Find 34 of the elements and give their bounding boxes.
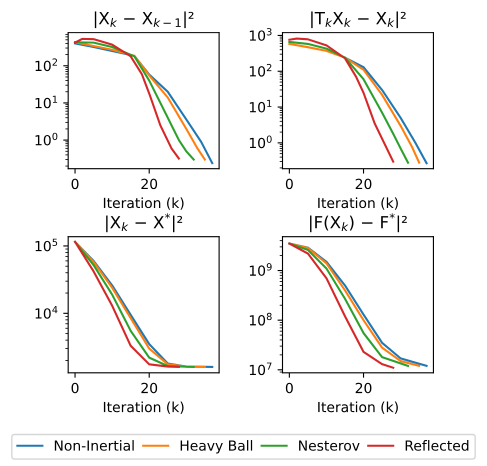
- x-axis-title: Iteration (k): [318, 402, 398, 414]
- y-tick-label: 10$^{3}$: [250, 28, 272, 41]
- y-tick-label: 10$^{2}$: [36, 58, 58, 72]
- x-tick-label: 0: [72, 178, 79, 190]
- legend-label: Reflected: [406, 440, 468, 451]
- x-tick-label: 0: [72, 382, 79, 394]
- line-series: [288, 37, 394, 163]
- y-tick-label: 10$^{1}$: [250, 100, 272, 112]
- x-axis-title: Iteration (k): [104, 402, 184, 414]
- x-tick-label: 20: [141, 382, 158, 394]
- x-tick-label: 20: [356, 382, 372, 394]
- x-tick-label: 20: [141, 178, 158, 190]
- line-series: [74, 38, 180, 160]
- y-tick-label: 10$^{4}$: [36, 306, 58, 319]
- y-tick-label: 10$^{0}$: [36, 132, 58, 146]
- chart-title: |F(X$_{k}$) − F$^{*}$|²: [310, 213, 407, 232]
- y-tick-label: 10$^{5}$: [36, 238, 58, 252]
- y-tick-label: 10$^{1}$: [36, 96, 58, 108]
- chart-title: |X$_{k}$ − X$^{*}$|²: [106, 213, 182, 232]
- legend-label: Heavy Ball: [180, 440, 252, 454]
- y-tick-label: 10$^{9}$: [250, 263, 272, 276]
- legend-label: Non-Inertial: [54, 440, 134, 451]
- y-tick-label: 10$^{2}$: [250, 64, 272, 77]
- x-tick-label: 0: [286, 382, 293, 394]
- x-tick-label: 0: [286, 178, 293, 190]
- chart-title: |X$_{k}$ − X$_{k−1}$|²: [94, 11, 194, 28]
- y-tick-label: 10$^{7}$: [250, 362, 272, 376]
- x-tick-label: 20: [356, 178, 372, 190]
- y-tick-label: 10$^{0}$: [250, 136, 272, 148]
- x-axis-title: Iteration (k): [318, 197, 398, 210]
- x-axis-title: Iteration (k): [104, 197, 184, 210]
- chart-title: |T$_{k}$X$_{k}$ − X$_{k}$|²: [311, 11, 406, 28]
- legend-label: Nesterov: [299, 440, 360, 451]
- y-tick-label: 10$^{8}$: [250, 312, 272, 326]
